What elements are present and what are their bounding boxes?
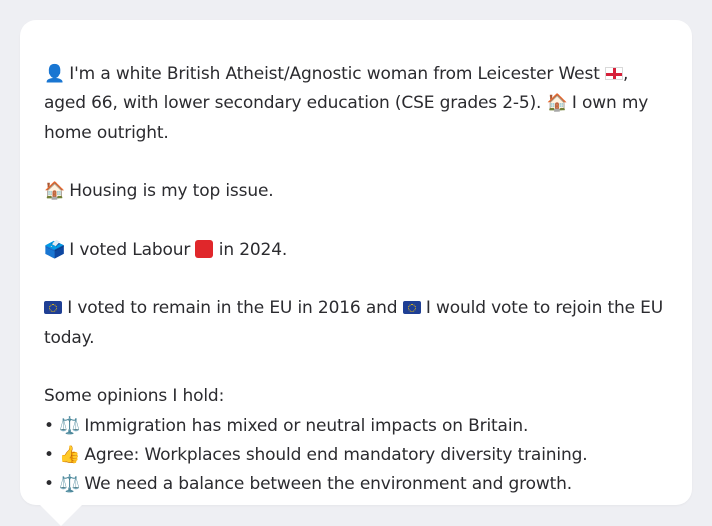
house-icon: 🏠 xyxy=(44,181,66,202)
balance-scale-icon: ⚖️ xyxy=(59,415,81,436)
opinion-item: • 👍 Agree: Workplaces should end mandato… xyxy=(44,441,668,470)
balance-scale-icon: ⚖️ xyxy=(59,474,81,495)
intro-text-a: I'm a white British Atheist/Agnostic wom… xyxy=(69,64,600,84)
intro-paragraph: 👤 I'm a white British Atheist/Agnostic w… xyxy=(44,60,668,148)
vote-text-a: I voted Labour xyxy=(69,239,191,260)
house-icon: 🏠 xyxy=(546,93,568,114)
thumbs-up-icon: 👍 xyxy=(59,444,81,465)
top-issue-text: Housing is my top issue. xyxy=(69,181,274,202)
bullet-glyph: • xyxy=(44,444,54,465)
bullet-glyph: • xyxy=(44,415,54,436)
opinion-text: Agree: Workplaces should end mandatory d… xyxy=(84,444,588,465)
bullet-glyph: • xyxy=(44,474,54,495)
eu-flag-icon xyxy=(402,301,421,315)
eu-paragraph: I voted to remain in the EU in 2016 and … xyxy=(44,294,668,353)
vote-text-b: in 2024. xyxy=(218,239,288,260)
profile-message-bubble: 👤 I'm a white British Atheist/Agnostic w… xyxy=(20,20,692,505)
eu-text-b: I would vote to rejoin the EU today. xyxy=(44,298,664,348)
opinion-text: Immigration has mixed or neutral impacts… xyxy=(84,415,529,436)
opinion-text: We need a balance between the environmen… xyxy=(84,474,573,495)
top-issue-paragraph: 🏠 Housing is my top issue. xyxy=(44,177,668,206)
intro-text-b: , aged 66, with lower secondary educatio… xyxy=(44,64,629,114)
intro-text-c: I own my home outright. xyxy=(44,93,649,143)
profile-text: 👤 I'm a white British Atheist/Agnostic w… xyxy=(44,60,668,499)
england-flag-icon xyxy=(604,67,623,80)
opinion-item: • ⚖️ We need a balance between the envir… xyxy=(44,470,668,499)
vote-paragraph: 🗳️ I voted Labour in 2024. xyxy=(44,236,668,265)
opinions-heading: Some opinions I hold: xyxy=(44,386,225,407)
eu-text-a: I voted to remain in the EU in 2016 and xyxy=(67,298,398,319)
labour-red-square-icon xyxy=(195,239,214,258)
bubble-tail xyxy=(40,505,82,526)
eu-flag-icon xyxy=(44,301,62,315)
opinion-item: • ⚖️ Immigration has mixed or neutral im… xyxy=(44,412,668,441)
person-icon: 👤 xyxy=(44,64,66,84)
ballot-box-icon: 🗳️ xyxy=(44,239,66,260)
